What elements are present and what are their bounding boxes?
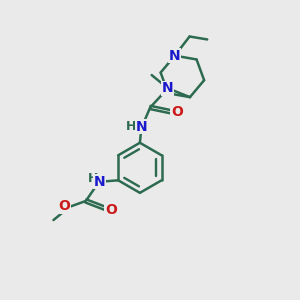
Text: H: H xyxy=(126,120,136,133)
Text: O: O xyxy=(105,203,117,217)
Text: N: N xyxy=(169,49,181,63)
Text: O: O xyxy=(58,199,70,213)
Text: N: N xyxy=(93,175,105,189)
Text: N: N xyxy=(136,120,147,134)
Text: N: N xyxy=(162,81,174,95)
Text: H: H xyxy=(87,172,98,185)
Text: O: O xyxy=(171,105,183,119)
